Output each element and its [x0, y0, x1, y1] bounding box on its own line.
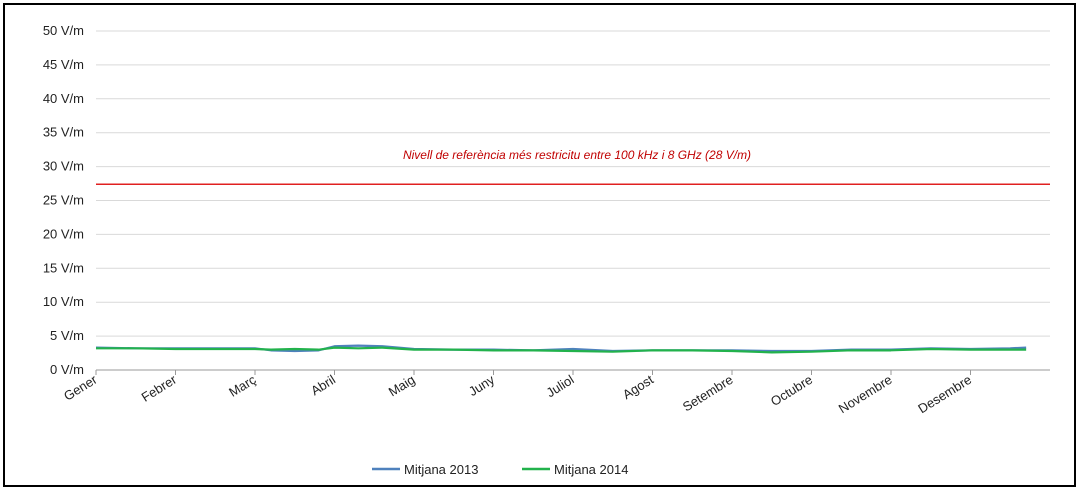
x-tick-label: Desembre	[915, 372, 974, 416]
x-tick-label: Novembre	[836, 372, 895, 416]
legend-label: Mitjana 2014	[554, 462, 628, 477]
y-tick-label: 25 V/m	[43, 193, 84, 208]
x-tick-label: Maig	[386, 372, 418, 400]
legend: Mitjana 2013 Mitjana 2014	[372, 462, 628, 477]
y-axis: 0 V/m 5 V/m 10 V/m 15 V/m 20 V/m 25 V/m 30 V/m…	[43, 23, 84, 377]
y-tick-label: 5 V/m	[50, 328, 84, 343]
y-tick-label: 15 V/m	[43, 260, 84, 275]
series-line-2014	[96, 346, 1027, 354]
y-tick-label: 0 V/m	[50, 362, 84, 377]
y-tick-label: 45 V/m	[43, 57, 84, 72]
x-axis: Gener Febrer Març Abril Maig Juny Juliol Agost S…	[61, 370, 974, 416]
reference-line-label: Nivell de referència més restricitu entr…	[403, 148, 751, 162]
y-tick-label: 35 V/m	[43, 125, 84, 140]
series-lines	[95, 344, 1027, 354]
reference-line-group: Nivell de referència més restricitu entr…	[96, 148, 1050, 185]
x-tick-label: Setembre	[680, 372, 736, 415]
y-tick-label: 30 V/m	[43, 159, 84, 174]
gridlines	[96, 30, 1050, 371]
x-tick-label: Juny	[466, 372, 498, 400]
x-tick-label: Abril	[308, 372, 338, 399]
x-tick-label: Març	[226, 372, 259, 400]
x-tick-label: Octubre	[768, 372, 815, 409]
y-tick-label: 40 V/m	[43, 91, 84, 106]
x-tick-label: Agost	[620, 372, 656, 403]
y-tick-label: 20 V/m	[43, 226, 84, 241]
y-tick-label: 50 V/m	[43, 23, 84, 38]
x-tick-label: Juliol	[544, 372, 577, 400]
y-tick-label: 10 V/m	[43, 294, 84, 309]
legend-label: Mitjana 2013	[404, 462, 478, 477]
x-tick-label: Febrer	[139, 371, 180, 404]
chart-border	[3, 3, 1076, 487]
